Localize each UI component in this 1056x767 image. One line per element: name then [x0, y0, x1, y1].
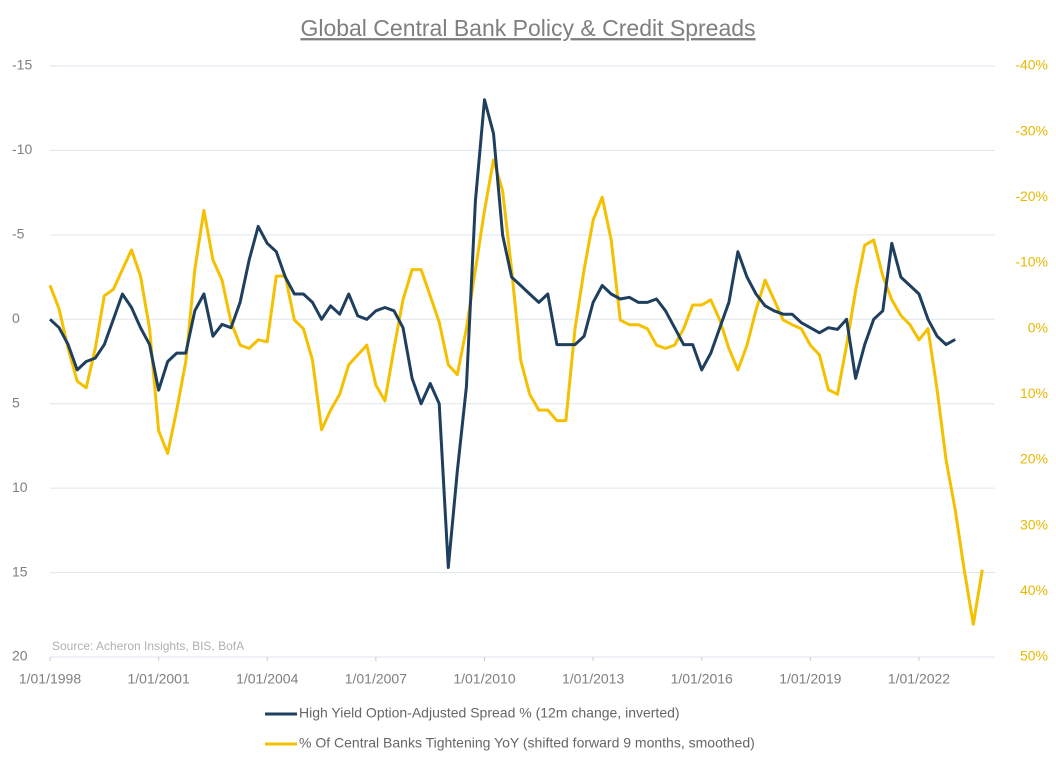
x-tick-label: 1/01/2019 [779, 671, 841, 687]
y-tick-label: 5 [12, 394, 20, 410]
y-tick-label: 20 [12, 648, 28, 664]
x-tick-label: 1/01/2007 [345, 671, 407, 687]
y2-tick-label: 10% [1020, 385, 1048, 401]
series-line [48, 158, 984, 626]
y-tick-label: -15 [12, 57, 32, 73]
y2-tick-label: 40% [1020, 582, 1048, 598]
y2-tick-label: 20% [1020, 451, 1048, 467]
x-tick-label: 1/01/1998 [19, 671, 81, 687]
y2-tick-label: 0% [1028, 319, 1048, 335]
chart-title: Global Central Bank Policy & Credit Spre… [300, 15, 755, 41]
y-tick-label: 15 [12, 563, 28, 579]
source-note: Source: Acheron Insights, BIS, BofA [52, 639, 244, 653]
y-tick-label: -5 [12, 226, 25, 242]
y-tick-label: -10 [12, 141, 32, 157]
x-tick-label: 1/01/2016 [671, 671, 733, 687]
x-tick-label: 1/01/2013 [562, 671, 624, 687]
x-tick-label: 1/01/2001 [127, 671, 189, 687]
y-tick-label: 0 [12, 310, 20, 326]
x-tick-label: 1/01/2010 [453, 671, 515, 687]
y2-tick-label: 30% [1020, 516, 1048, 532]
y2-tick-label: 50% [1020, 648, 1048, 664]
y2-tick-label: -10% [1015, 254, 1048, 270]
x-tick-label: 1/01/2022 [888, 671, 950, 687]
y2-tick-label: -30% [1015, 122, 1048, 138]
y2-tick-label: -20% [1015, 188, 1048, 204]
legend-label: High Yield Option-Adjusted Spread % (12m… [299, 705, 680, 721]
y-tick-label: 10 [12, 479, 28, 495]
x-tick-label: 1/01/2004 [236, 671, 298, 687]
y2-tick-label: -40% [1015, 57, 1048, 73]
series-line [48, 98, 956, 569]
legend-label: % Of Central Banks Tightening YoY (shift… [299, 735, 755, 751]
